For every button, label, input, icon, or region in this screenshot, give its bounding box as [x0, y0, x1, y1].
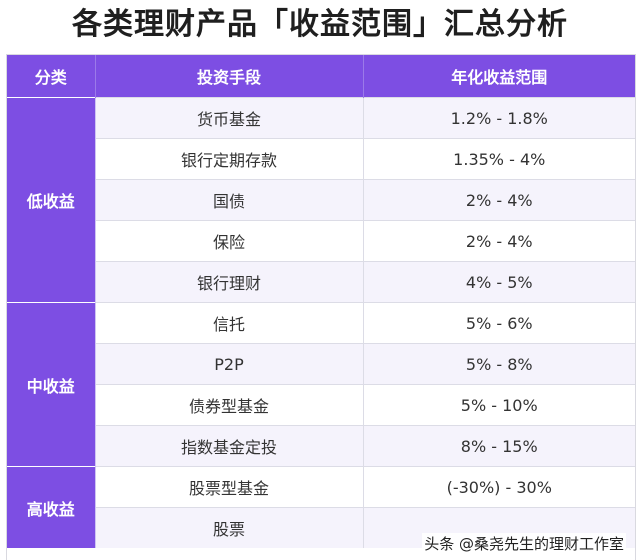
investment-cell: 国债	[95, 179, 364, 221]
category-cell-low: 低收益	[7, 97, 96, 303]
yield-table: 分类 投资手段 年化收益范围 低收益 货币基金 1.2% - 1.8% 银行定期…	[7, 55, 635, 548]
yield-range-cell: 2% - 4%	[363, 179, 635, 221]
table-row: 中收益 信托 5% - 6%	[7, 302, 635, 467]
yield-range-cell: 8% - 15%	[363, 425, 635, 467]
table-row: 指数基金定投 8% - 15%	[7, 425, 635, 467]
yield-range-cell: 1.35% - 4%	[363, 138, 635, 180]
investment-cell: 银行理财	[95, 261, 364, 303]
table-row: 债券型基金 5% - 10%	[7, 384, 635, 426]
header-yield-range: 年化收益范围	[363, 55, 635, 98]
yield-table-container: 分类 投资手段 年化收益范围 低收益 货币基金 1.2% - 1.8% 银行定期…	[6, 54, 636, 560]
investment-cell: 保险	[95, 220, 364, 262]
investment-cell: 债券型基金	[95, 384, 364, 426]
table-row: P2P 5% - 8%	[7, 343, 635, 385]
investment-cell: 指数基金定投	[95, 425, 364, 467]
investment-cell: P2P	[95, 343, 364, 385]
table-row: 高收益 股票型基金 (-30%) - 30%	[7, 466, 635, 548]
category-cell-high: 高收益	[7, 466, 96, 548]
table-row: 银行定期存款 1.35% - 4%	[7, 138, 635, 180]
investment-cell: 股票型基金	[95, 466, 364, 508]
table-row: 保险 2% - 4%	[7, 220, 635, 262]
yield-range-cell: 5% - 6%	[363, 302, 635, 344]
investment-cell: 信托	[95, 302, 364, 344]
yield-range-cell: 2% - 4%	[363, 220, 635, 262]
yield-range-cell: 5% - 8%	[363, 343, 635, 385]
yield-range-cell: (-30%) - 30%	[363, 466, 635, 508]
yield-range-cell: 1.2% - 1.8%	[363, 97, 635, 139]
investment-cell: 股票	[95, 507, 364, 548]
table-row: 低收益 货币基金 1.2% - 1.8%	[7, 97, 635, 303]
investment-cell: 银行定期存款	[95, 138, 364, 180]
yield-range-cell: 4% - 5%	[363, 261, 635, 303]
watermark-text: 头条 @桑尧先生的理财工作室	[422, 533, 626, 554]
header-investment: 投资手段	[95, 55, 364, 98]
investment-cell: 货币基金	[95, 97, 364, 139]
yield-range-cell: 5% - 10%	[363, 384, 635, 426]
table-header-row: 分类 投资手段 年化收益范围	[7, 55, 635, 98]
page-title: 各类理财产品「收益范围」汇总分析	[72, 7, 568, 42]
category-cell-medium: 中收益	[7, 302, 96, 467]
table-row: 国债 2% - 4%	[7, 179, 635, 221]
header-category: 分类	[7, 55, 96, 98]
table-row: 银行理财 4% - 5%	[7, 261, 635, 303]
